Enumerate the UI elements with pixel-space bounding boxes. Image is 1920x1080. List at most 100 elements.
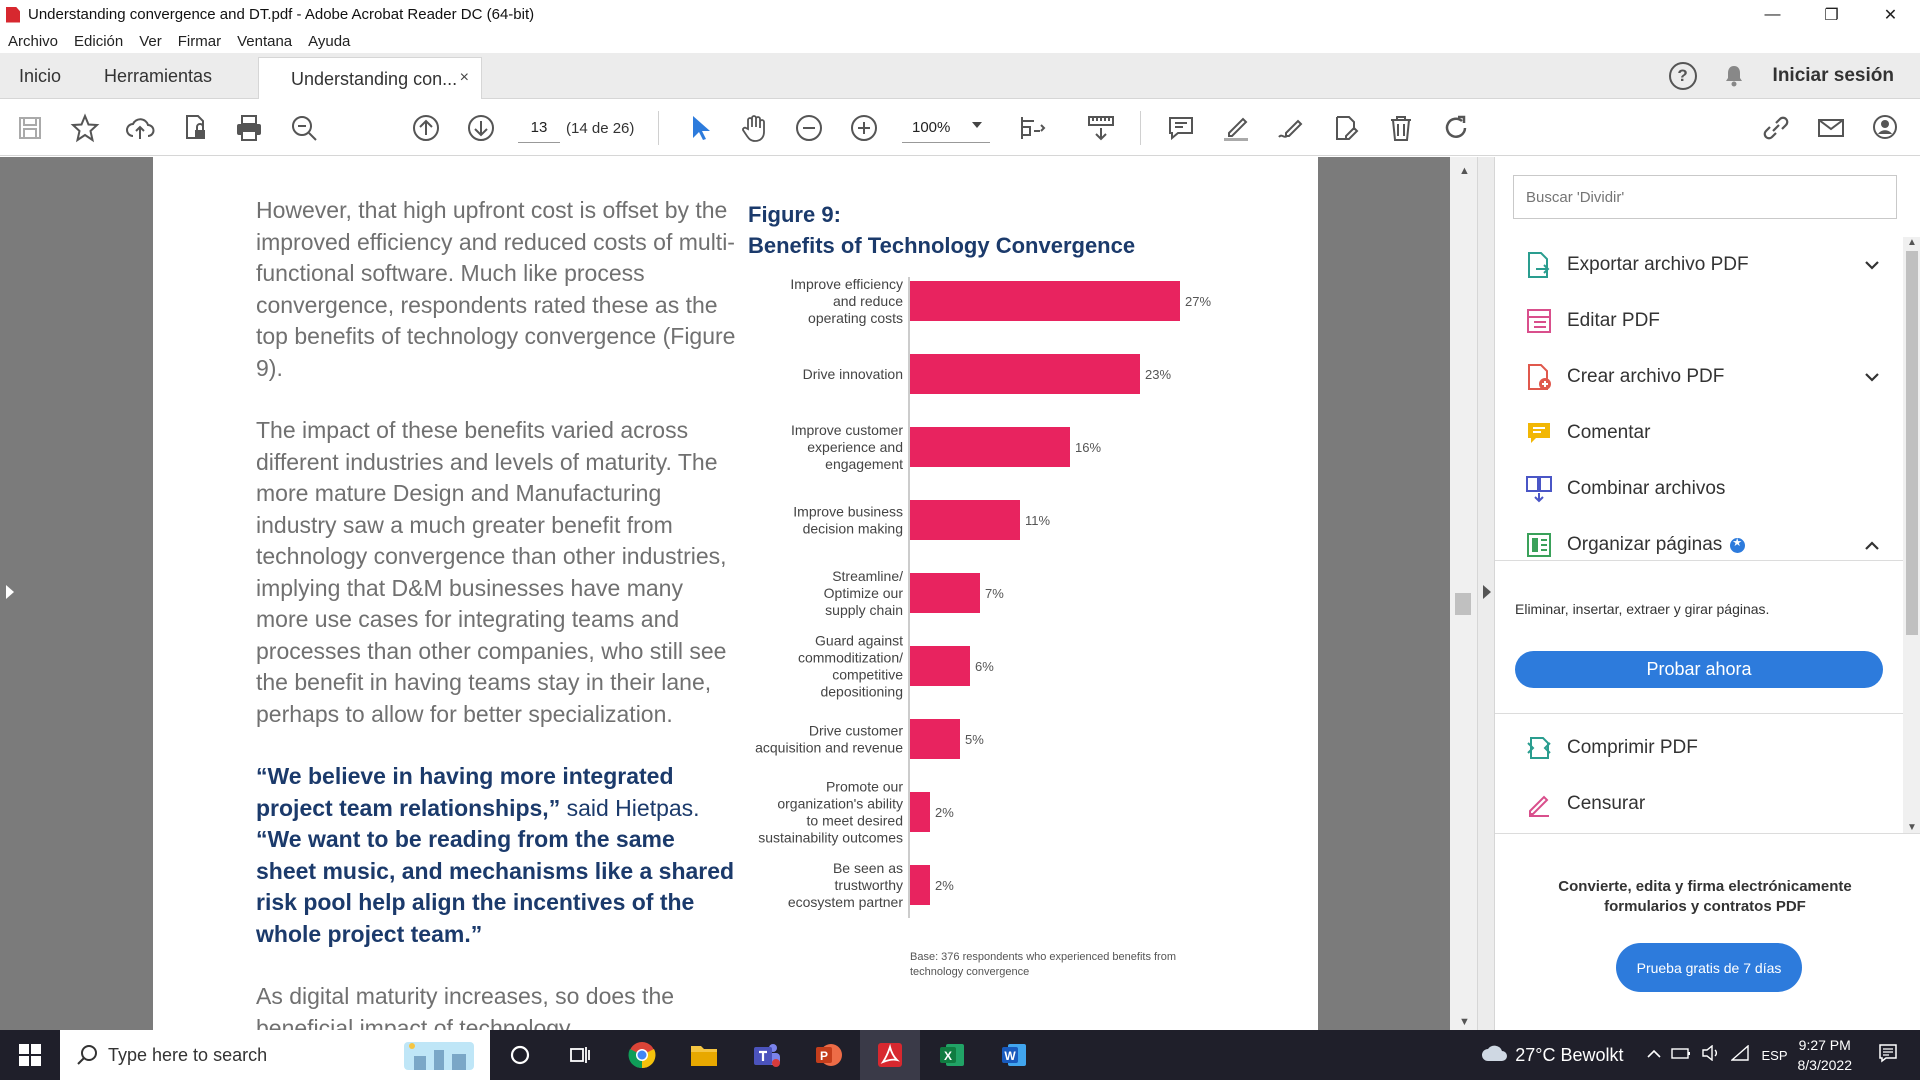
chart-bar xyxy=(910,500,1020,540)
battery-icon[interactable] xyxy=(1671,1046,1691,1065)
maximize-button[interactable]: ❐ xyxy=(1824,6,1839,24)
scroll-down-icon[interactable]: ▼ xyxy=(1459,1016,1470,1028)
zoom-out-icon[interactable] xyxy=(793,112,825,144)
highlight-pen-icon[interactable] xyxy=(1220,112,1252,144)
acrobat-reader-icon[interactable] xyxy=(860,1030,920,1080)
word-icon[interactable]: W xyxy=(984,1030,1044,1080)
language-indicator[interactable]: ESP xyxy=(1761,1047,1788,1063)
menu-ayuda[interactable]: Ayuda xyxy=(308,32,351,50)
page-display-icon[interactable] xyxy=(1016,112,1048,144)
notifications-icon[interactable] xyxy=(1878,1043,1898,1068)
taskbar-search[interactable]: Type here to search xyxy=(60,1030,490,1080)
chart-bar xyxy=(910,281,1180,321)
star-icon[interactable] xyxy=(69,112,101,144)
save-icon[interactable] xyxy=(14,112,46,144)
file-explorer-icon[interactable] xyxy=(674,1030,734,1080)
delete-icon[interactable] xyxy=(1385,112,1417,144)
tool-list: Comprimir PDF Censurar xyxy=(1495,720,1903,832)
bell-icon[interactable] xyxy=(1723,64,1745,88)
upload-cloud-icon[interactable] xyxy=(124,112,156,144)
teams-icon[interactable] xyxy=(736,1030,796,1080)
scroll-down-icon[interactable]: ▼ xyxy=(1907,822,1917,833)
print-icon[interactable] xyxy=(233,112,265,144)
excel-icon[interactable]: X xyxy=(922,1030,982,1080)
scroll-up-icon[interactable]: ▲ xyxy=(1459,165,1470,177)
email-icon[interactable] xyxy=(1815,112,1847,144)
task-view-icon[interactable] xyxy=(550,1030,610,1080)
tab-herramientas[interactable]: Herramientas xyxy=(104,65,213,86)
tool-compress-pdf[interactable]: Comprimir PDF xyxy=(1495,720,1903,776)
close-button[interactable]: ✕ xyxy=(1883,6,1898,24)
page-number-input[interactable]: 13 xyxy=(518,113,560,143)
zoom-value: 100% xyxy=(912,119,951,136)
scroll-thumb[interactable] xyxy=(1455,593,1471,615)
tool-edit-pdf[interactable]: Editar PDF xyxy=(1495,293,1903,349)
chevron-up-icon[interactable] xyxy=(1865,537,1879,553)
chart-category-line: Improve efficiency xyxy=(790,277,903,292)
tool-export-pdf[interactable]: Exportar archivo PDF xyxy=(1495,237,1903,293)
rotate-icon[interactable] xyxy=(1440,112,1472,144)
chart-category-label: Improve business decision making xyxy=(793,504,903,537)
document-scrollbar[interactable]: ▲ ▼ xyxy=(1450,157,1477,1030)
tools-search-input[interactable] xyxy=(1513,175,1897,219)
cortana-icon[interactable] xyxy=(490,1030,550,1080)
menu-edicion[interactable]: Edición xyxy=(74,32,124,50)
menu-ver[interactable]: Ver xyxy=(139,32,162,50)
chart-category-line: Be seen as xyxy=(833,860,903,876)
tab-document[interactable]: Understanding con... × xyxy=(258,57,482,100)
menu-ventana[interactable]: Ventana xyxy=(237,32,293,50)
powerpoint-icon[interactable]: P xyxy=(798,1030,858,1080)
chrome-icon[interactable] xyxy=(612,1030,672,1080)
select-cursor-icon[interactable] xyxy=(683,112,715,144)
show-hidden-icons-icon[interactable] xyxy=(1647,1046,1662,1064)
document-area[interactable]: However, that high upfront cost is offse… xyxy=(0,157,1477,1030)
scroll-up-icon[interactable]: ▲ xyxy=(1907,237,1917,248)
tool-create-pdf[interactable]: Crear archivo PDF xyxy=(1495,349,1903,405)
tool-organize-pages[interactable]: Organizar páginas xyxy=(1495,517,1903,573)
hand-tool-icon[interactable] xyxy=(738,112,770,144)
previous-page-icon[interactable] xyxy=(410,112,442,144)
chart-base-note: Base: 376 respondents who experienced be… xyxy=(910,951,1176,978)
chevron-down-icon[interactable] xyxy=(1865,369,1879,385)
tool-redact[interactable]: Censurar xyxy=(1495,776,1903,832)
chart-value-label: 2% xyxy=(935,878,954,893)
tab-close-icon[interactable]: × xyxy=(459,69,469,86)
signin-button[interactable]: Iniciar sesión xyxy=(1772,65,1894,86)
page-total: (14 de 26) xyxy=(566,120,635,137)
collapse-panel-icon[interactable] xyxy=(1483,585,1491,599)
edit-export-icon[interactable] xyxy=(1330,112,1362,144)
try-now-button[interactable]: Probar ahora xyxy=(1515,651,1883,688)
chevron-down-icon[interactable] xyxy=(1865,257,1879,273)
sign-pen-icon[interactable] xyxy=(1275,112,1307,144)
panel-scrollbar[interactable]: ▲ ▼ xyxy=(1903,237,1920,833)
weather-text[interactable]: 27°C Bewolkt xyxy=(1515,1044,1624,1065)
chart-category-line: to meet desired xyxy=(807,813,904,829)
scroll-mode-icon[interactable] xyxy=(1085,112,1117,144)
scroll-thumb[interactable] xyxy=(1906,251,1918,635)
tool-combine-files[interactable]: Combinar archivos xyxy=(1495,461,1903,517)
clock[interactable]: 9:27 PM 8/3/2022 xyxy=(1798,1035,1853,1075)
protect-file-icon[interactable] xyxy=(179,112,211,144)
volume-icon[interactable] xyxy=(1701,1044,1721,1066)
cloud-weather-icon xyxy=(1481,1044,1509,1067)
minimize-button[interactable]: — xyxy=(1764,5,1781,23)
tab-inicio[interactable]: Inicio xyxy=(19,65,62,86)
find-zoom-icon[interactable] xyxy=(288,112,320,144)
panel-collapse-strip[interactable] xyxy=(1477,157,1494,1030)
zoom-select[interactable]: 100% xyxy=(902,113,990,143)
help-icon[interactable]: ? xyxy=(1668,62,1697,90)
chart-category-label: Streamline/Optimize our supply chain xyxy=(824,568,904,618)
windows-start-icon[interactable] xyxy=(0,1030,60,1080)
share-link-icon[interactable] xyxy=(1760,112,1792,144)
add-user-icon[interactable] xyxy=(1870,112,1902,144)
tool-comment[interactable]: Comentar xyxy=(1495,405,1903,461)
comment-icon[interactable] xyxy=(1165,112,1197,144)
zoom-in-icon[interactable] xyxy=(848,112,880,144)
tab-document-label: Understanding con... xyxy=(291,68,458,89)
expand-left-panel-icon[interactable] xyxy=(6,585,14,599)
menu-archivo[interactable]: Archivo xyxy=(8,32,59,50)
menu-firmar[interactable]: Firmar xyxy=(177,32,222,50)
next-page-icon[interactable] xyxy=(465,112,497,144)
wifi-icon[interactable] xyxy=(1730,1043,1750,1066)
free-trial-button[interactable]: Prueba gratis de 7 días xyxy=(1616,943,1802,992)
